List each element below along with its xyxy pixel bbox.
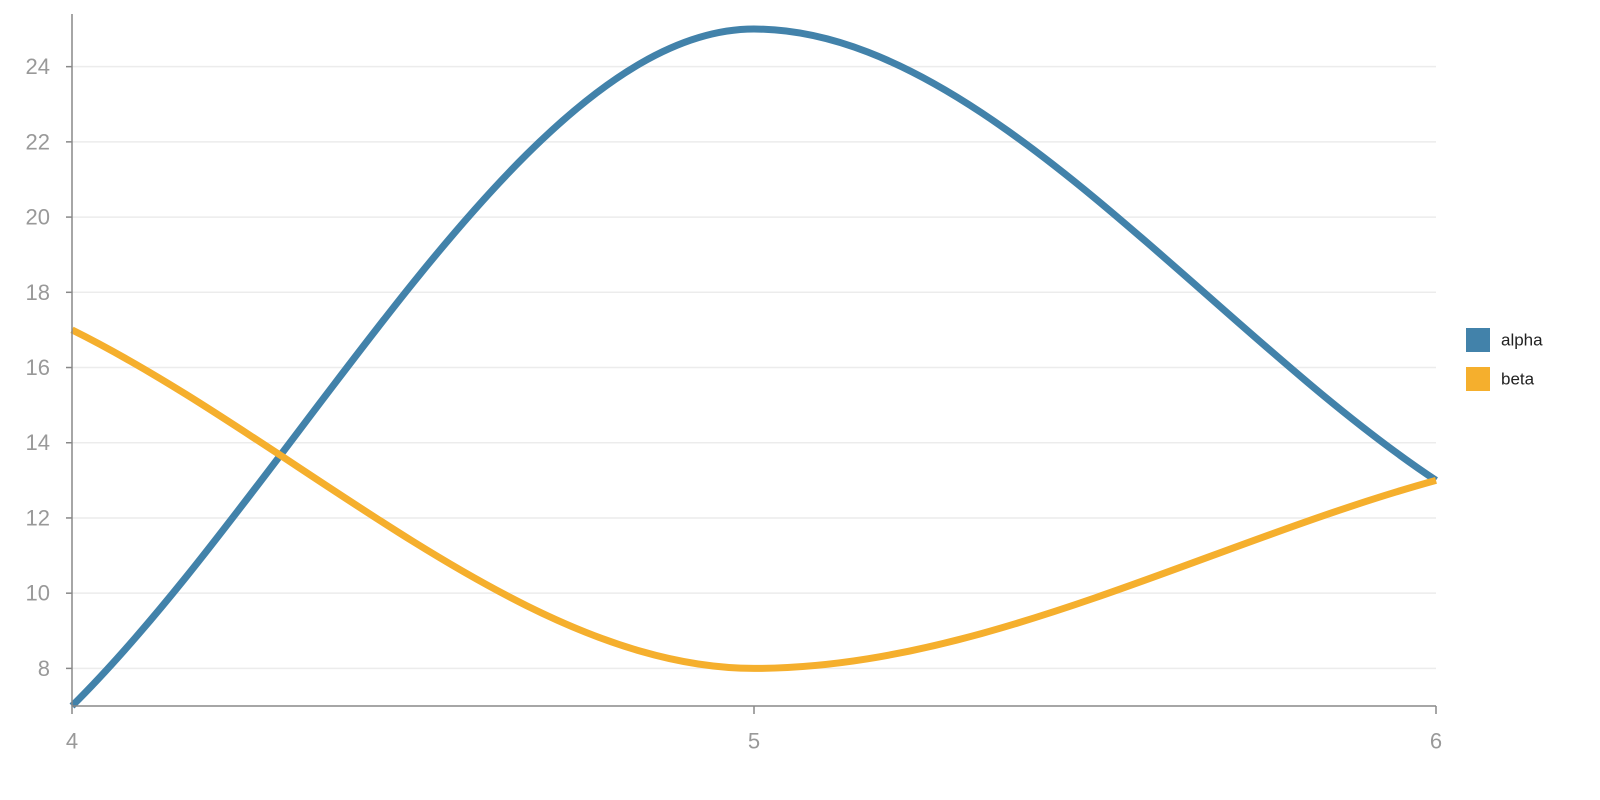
y-tick-label-22: 22 xyxy=(26,129,50,154)
x-tick-label-5: 5 xyxy=(748,729,760,754)
axes xyxy=(71,14,1436,707)
legend: alpha beta xyxy=(1466,328,1543,391)
x-tick-label-4: 4 xyxy=(66,729,78,754)
y-axis-ticks: 8 10 12 14 16 18 20 22 24 xyxy=(26,54,72,681)
y-tick-label-20: 20 xyxy=(26,205,50,230)
y-tick-label-18: 18 xyxy=(26,280,50,305)
y-tick-label-12: 12 xyxy=(26,505,50,530)
y-tick-label-10: 10 xyxy=(26,581,50,606)
series-lines xyxy=(69,25,1438,709)
x-tick-label-6: 6 xyxy=(1430,729,1442,754)
y-tick-label-16: 16 xyxy=(26,355,50,380)
legend-label-beta: beta xyxy=(1501,370,1535,389)
legend-swatch-beta xyxy=(1466,367,1490,391)
gridlines xyxy=(72,65,1436,670)
x-axis-ticks: 4 5 6 xyxy=(66,706,1442,754)
legend-swatch-alpha xyxy=(1466,328,1490,352)
y-tick-label-8: 8 xyxy=(38,656,50,681)
legend-label-alpha: alpha xyxy=(1501,331,1543,350)
series-line-beta xyxy=(70,326,1437,672)
y-tick-label-24: 24 xyxy=(26,54,50,79)
y-tick-label-14: 14 xyxy=(26,430,50,455)
